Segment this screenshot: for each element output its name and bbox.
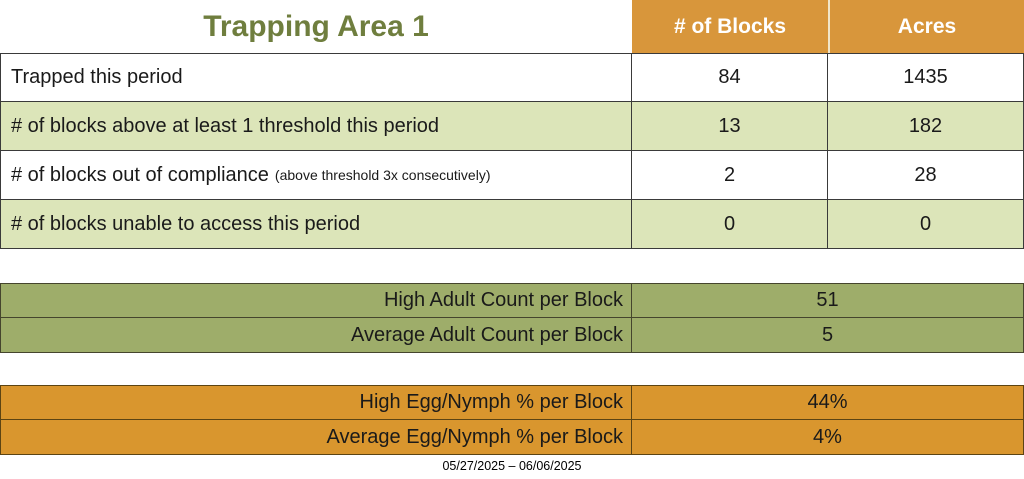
row-label-text: # of blocks out of compliance (11, 163, 269, 186)
column-header-acres: Acres (828, 0, 1024, 53)
cell-trapped-acres: 1435 (828, 53, 1024, 102)
page-title: Trapping Area 1 (0, 0, 632, 53)
row-label-note: (above threshold 3x consecutively) (274, 167, 491, 183)
date-range: 05/27/2025 – 06/06/2025 (442, 459, 582, 473)
row-label-text: # of blocks above at least 1 threshold t… (11, 114, 440, 137)
cell-unable-access-blocks: 0 (632, 200, 828, 249)
row-label-unable-access: # of blocks unable to access this period (0, 200, 632, 249)
adult-count-section: High Adult Count per Block 51 Average Ad… (0, 283, 1024, 353)
cell-out-of-compliance-blocks: 2 (632, 151, 828, 200)
high-egg-nymph-value: 44% (632, 386, 1023, 420)
cell-above-threshold-acres: 182 (828, 102, 1024, 151)
avg-egg-nymph-label: Average Egg/Nymph % per Block (1, 420, 632, 454)
row-label-text: # of blocks unable to access this period (11, 212, 361, 235)
column-header-blocks: # of Blocks (632, 0, 828, 53)
row-label-text: Trapped this period (11, 66, 183, 88)
cell-above-threshold-blocks: 13 (632, 102, 828, 151)
high-egg-nymph-label: High Egg/Nymph % per Block (1, 386, 632, 420)
main-table: Trapping Area 1 # of Blocks Acres Trappe… (0, 0, 1024, 249)
row-label-trapped: Trapped this period (0, 53, 632, 102)
row-label-out-of-compliance: # of blocks out of compliance (above thr… (0, 151, 632, 200)
avg-egg-nymph-value: 4% (813, 425, 842, 448)
row-label-above-threshold: # of blocks above at least 1 threshold t… (0, 102, 632, 151)
cell-trapped-blocks: 84 (632, 53, 828, 102)
egg-nymph-section: High Egg/Nymph % per Block 44% Average E… (0, 385, 1024, 455)
cell-out-of-compliance-acres: 28 (828, 151, 1024, 200)
cell-unable-access-acres: 0 (828, 200, 1024, 249)
avg-adult-count-value: 5 (821, 323, 834, 346)
high-adult-count-label: High Adult Count per Block (1, 284, 632, 318)
high-adult-count-value: 51 (632, 284, 1023, 318)
avg-adult-count-label: Average Adult Count per Block (1, 318, 632, 352)
